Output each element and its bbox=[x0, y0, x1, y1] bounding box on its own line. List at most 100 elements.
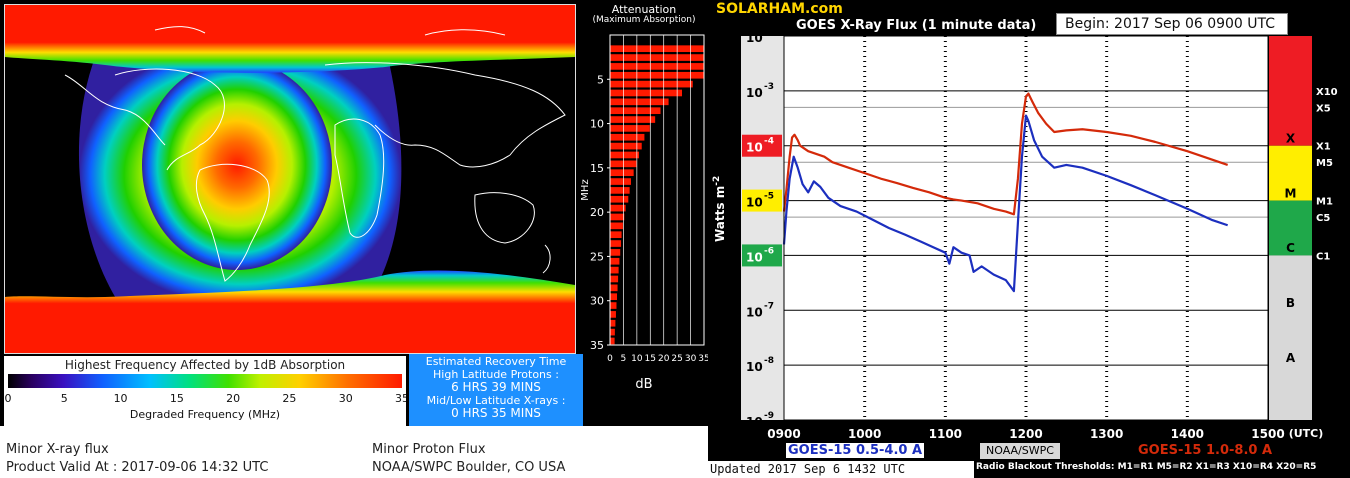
noaa-label: NOAA/SWPC bbox=[980, 443, 1060, 459]
attenuation-bar bbox=[610, 328, 615, 336]
colorbar-xlabel: Degraded Frequency (MHz) bbox=[130, 408, 280, 421]
recovery-box: Estimated Recovery Time High Latitude Pr… bbox=[409, 354, 583, 426]
class-letter: C bbox=[1286, 241, 1295, 255]
legend-short: GOES-15 0.5-4.0 A bbox=[786, 443, 925, 458]
attenuation-bar bbox=[610, 204, 626, 212]
attenuation-bar bbox=[610, 54, 704, 61]
attenuation-bar bbox=[610, 98, 669, 106]
attenuation-freq-tick: 5 bbox=[597, 73, 604, 86]
attenuation-freq-tick: 30 bbox=[590, 295, 604, 308]
attenuation-db-tick: 0 bbox=[607, 354, 613, 364]
attenuation-db-tick: 30 bbox=[685, 354, 697, 364]
class-letter: X bbox=[1286, 131, 1296, 145]
decade-label-exp: -7 bbox=[764, 301, 774, 311]
threshold-label: X10 bbox=[1316, 87, 1338, 98]
class-band-c bbox=[1269, 200, 1312, 256]
attenuation-bar bbox=[610, 187, 630, 194]
attenuation-bar bbox=[610, 337, 615, 345]
attenuation-bar bbox=[610, 125, 650, 132]
drap-panel: Attenuation (Maximum Absorption) 0 5 10 15 2… bbox=[0, 0, 708, 426]
colorbar-tick-label: 5 bbox=[61, 392, 68, 405]
attenuation-freq-tick: 10 bbox=[590, 118, 604, 131]
colorbar-gradient bbox=[8, 374, 402, 388]
attenuation-db-tick: 15 bbox=[645, 354, 656, 364]
x-tick-label: 1300 bbox=[1090, 427, 1123, 441]
decade-label-exp: -3 bbox=[764, 82, 774, 92]
recovery-title: Estimated Recovery Time bbox=[425, 355, 567, 368]
threshold-label: C5 bbox=[1316, 213, 1330, 224]
attenuation-bar bbox=[610, 213, 625, 221]
xray-status: Minor X-ray flux bbox=[6, 442, 109, 457]
colorbar-tick-label: 15 bbox=[170, 392, 184, 405]
attenuation-freq-tick: 25 bbox=[590, 250, 604, 263]
decade-label-exp: -5 bbox=[764, 192, 774, 202]
south-polar-band bbox=[5, 270, 575, 353]
decade-label: 10 bbox=[746, 141, 763, 155]
attenuation-bar bbox=[610, 63, 704, 70]
decade-label-exp: -6 bbox=[764, 246, 774, 256]
north-polar-band bbox=[5, 5, 575, 73]
x-tick-label: 1000 bbox=[848, 427, 881, 441]
colorbar-tick-label: 0 bbox=[5, 392, 12, 405]
attenuation-db-tick: 20 bbox=[658, 354, 670, 364]
series-short-line bbox=[782, 114, 1229, 293]
colorbar-tick-label: 35 bbox=[395, 392, 406, 405]
threshold-label: M1 bbox=[1316, 197, 1333, 208]
x-unit-label: (UTC) bbox=[1289, 427, 1324, 440]
decade-label-box bbox=[742, 244, 782, 267]
attenuation-bar bbox=[610, 231, 622, 239]
decade-label-exp: -8 bbox=[764, 356, 774, 366]
attenuation-title: Attenuation bbox=[611, 3, 677, 16]
attenuation-bar bbox=[610, 222, 623, 230]
attenuation-bar bbox=[610, 45, 704, 53]
attenuation-db-tick: 5 bbox=[621, 354, 627, 364]
attenuation-db-tick: 10 bbox=[631, 354, 643, 364]
class-letter: A bbox=[1286, 351, 1296, 365]
decade-label: 10 bbox=[746, 415, 763, 429]
coastlines bbox=[64, 26, 566, 282]
decade-label-exp: -9 bbox=[764, 411, 774, 421]
attenuation-bar bbox=[610, 142, 642, 150]
attenuation-bar bbox=[610, 116, 656, 123]
goes-title: GOES X-Ray Flux (1 minute data) bbox=[796, 18, 1037, 33]
plot-frame bbox=[783, 35, 1269, 421]
attenuation-bar bbox=[610, 302, 617, 309]
attenuation-bar bbox=[610, 266, 619, 274]
x-tick-label: 1500 bbox=[1251, 427, 1284, 441]
colorbar-tick-label: 20 bbox=[226, 392, 240, 405]
plot-area bbox=[784, 36, 1268, 420]
attenuation-xlabel: dB bbox=[635, 377, 652, 392]
attenuation-db-tick: 35 bbox=[698, 354, 708, 364]
decade-label: 10 bbox=[746, 196, 763, 210]
x-tick-label: 1200 bbox=[1009, 427, 1042, 441]
class-letter: M bbox=[1285, 186, 1297, 200]
brand: SOLARHAM.com bbox=[716, 1, 843, 17]
attenuation-bar bbox=[610, 284, 618, 292]
attenuation-bar bbox=[610, 178, 631, 185]
attenuation-bar bbox=[610, 107, 661, 115]
threshold-label: X1 bbox=[1316, 142, 1331, 153]
absorption-map bbox=[4, 4, 576, 354]
attenuation-bar bbox=[610, 89, 683, 97]
attenuation-bar bbox=[610, 249, 621, 256]
attenuation-panel: Attenuation (Maximum Absorption) 0 5 10 15 2… bbox=[580, 0, 708, 400]
begin-time: Begin: 2017 Sep 06 0900 UTC bbox=[1056, 13, 1288, 35]
attenuation-freq-tick: 15 bbox=[590, 162, 604, 175]
attenuation-freq-tick: 20 bbox=[590, 206, 604, 219]
decade-label-exp: -4 bbox=[764, 137, 774, 147]
attenuation-bar bbox=[610, 71, 704, 79]
legend-long: GOES-15 1.0-8.0 A bbox=[1138, 443, 1273, 458]
attenuation-bar bbox=[610, 151, 640, 159]
attenuation-bar bbox=[610, 311, 616, 318]
decade-label-box bbox=[742, 134, 782, 157]
colorbar-tick-label: 25 bbox=[282, 392, 296, 405]
attenuation-bar bbox=[610, 319, 616, 327]
y-axis-column bbox=[741, 36, 784, 420]
absorption-map-svg bbox=[5, 5, 575, 353]
recovery-line1: High Latitude Protons : bbox=[433, 368, 559, 381]
proton-status: Minor Proton Flux bbox=[372, 442, 486, 457]
drap-footer: Minor X-ray flux Product Valid At : 2017… bbox=[0, 426, 708, 478]
colorbar-tick-label: 10 bbox=[114, 392, 128, 405]
